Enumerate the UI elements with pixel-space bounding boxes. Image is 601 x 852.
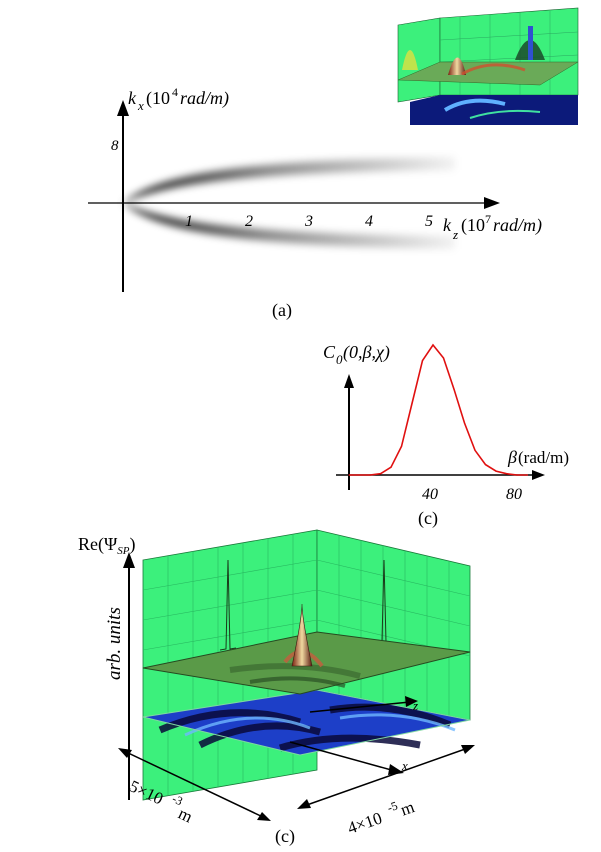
panel-a-xtick-4: 4: [365, 213, 373, 230]
panel-a-ylabel-k: k: [128, 88, 137, 108]
c0-point: [369, 474, 371, 476]
panel-c-xlabel-unit: (rad/m): [518, 448, 569, 467]
panel-c-y-arrowhead: [344, 374, 354, 388]
arb-units-label: arb. units: [104, 607, 125, 680]
inset-spike: [448, 57, 466, 75]
c0-point: [495, 470, 497, 472]
central-spike: [291, 603, 313, 667]
c0-point: [484, 464, 487, 466]
inset-surface: [397, 61, 579, 86]
inset-blue-bar: [528, 26, 533, 60]
panel-c-ylabel-args: (0,β,χ): [343, 342, 390, 363]
inset-yellow-peak: [402, 50, 418, 70]
panel-a-xtick-2: 2: [245, 213, 253, 230]
inset-floor-band-2: [469, 109, 541, 119]
panel-c-ylabel-sub: 0: [336, 352, 343, 367]
x-axis-line: [289, 741, 396, 772]
inset-floor: [410, 95, 578, 125]
dim-right-base: 4×10: [345, 808, 384, 837]
c0-point: [390, 466, 392, 468]
surface-ripple-2: [249, 676, 346, 688]
panel-a-xtick-3: 3: [304, 213, 313, 230]
c0-point: [442, 357, 445, 359]
inset-3d-thumbnail: [397, 7, 579, 125]
panel-a-xlabel-unit: rad/m): [493, 215, 542, 236]
c0-point: [379, 473, 382, 475]
vertical-axis-arrowhead: [123, 552, 135, 568]
panel-c-ylabel-C: C: [323, 342, 336, 362]
panel-a-bands: [123, 157, 455, 249]
c0-point: [400, 445, 403, 447]
panel-a-ylabel-paren: (10: [146, 88, 170, 109]
right-wall: [316, 529, 471, 721]
dim-right-exp: -5: [385, 798, 399, 814]
panel-a-xlabel-sub: z: [452, 227, 458, 242]
c0-point: [516, 474, 518, 476]
inset-floor-band: [443, 98, 506, 112]
dim-right-line: [303, 747, 469, 807]
z-axis-line: [309, 701, 411, 713]
c0-point: [474, 449, 476, 451]
panel-a-xtick-1: 1: [185, 213, 193, 230]
c0-point: [432, 344, 434, 346]
dim-left-arrow-b: [257, 812, 271, 821]
panel-c-xtick-80: 80: [506, 486, 522, 503]
upper-band: [123, 157, 455, 203]
panel-a-ytick-8: 8: [111, 138, 119, 154]
z-axis-label: z: [412, 698, 418, 713]
floor-outline: [142, 689, 471, 756]
c0-point: [453, 388, 455, 390]
panel-a-ylabel-exp: 4: [172, 85, 178, 99]
panel-c-3d-caption: (c): [275, 826, 295, 847]
inset-red-wave: [461, 63, 526, 76]
panel-a-xticks: 1 2 3 4 5: [185, 213, 433, 230]
re-psi-title: Re(ΨSP): [78, 534, 136, 557]
dim-left-line: [123, 750, 266, 819]
panel-c-xlabel-beta: β: [507, 447, 517, 467]
panel-a-x-arrowhead: [484, 197, 500, 209]
panel-a-ylabel-sub: x: [137, 98, 144, 113]
dim-right-arrow-b: [461, 745, 475, 754]
c0-point: [421, 360, 424, 362]
panel-c-curve-group: [348, 343, 529, 476]
dim-right-label: 4×10 -5 m: [345, 797, 417, 838]
panel-a-xlabel-k: k: [443, 215, 452, 235]
lower-band: [123, 203, 455, 249]
c0-point: [463, 422, 466, 424]
c0-point: [505, 473, 508, 475]
c0-point: [526, 474, 529, 476]
panel-a-ylabel-unit: rad/m): [180, 88, 229, 109]
x-axis-label: x: [401, 758, 408, 773]
panel-c-3d: z x Re(ΨSP) arb. units 5×10 -3 m 4×10 -5…: [78, 529, 475, 847]
dim-right-unit: m: [398, 797, 417, 819]
panel-a-xlabel-paren: (10: [461, 215, 485, 236]
panel-c-xtick-40: 40: [422, 486, 438, 503]
z-axis-arrowhead: [405, 696, 418, 707]
dim-left-arrow-a: [118, 748, 132, 758]
panel-a-y-arrowhead: [117, 100, 129, 116]
c0-point: [411, 402, 413, 405]
panel-a-xtick-5: 5: [425, 213, 433, 230]
c0-point: [348, 474, 350, 476]
panel-c-plot: 40 80 C 0 (0,β,χ) β (rad/m) (c): [323, 342, 569, 529]
panel-a-xlabel-exp: 7: [485, 212, 491, 226]
surface-ripple-1: [229, 663, 361, 679]
left-wall-projection-peak: [219, 559, 237, 651]
dim-right-arrow-a: [297, 799, 311, 809]
inset-left-wall: [397, 17, 441, 103]
panel-c-xticks: 40 80: [422, 486, 522, 503]
c0-series-line: [349, 343, 528, 476]
panel-a-caption: (a): [272, 300, 292, 321]
panel-c-caption: (c): [418, 508, 438, 529]
panel-c-x-arrowhead: [532, 470, 545, 480]
panel-a: k x (10 4 rad/m) 8 1 2 3 4 5 k z (10 7 rad/m…: [88, 85, 542, 321]
